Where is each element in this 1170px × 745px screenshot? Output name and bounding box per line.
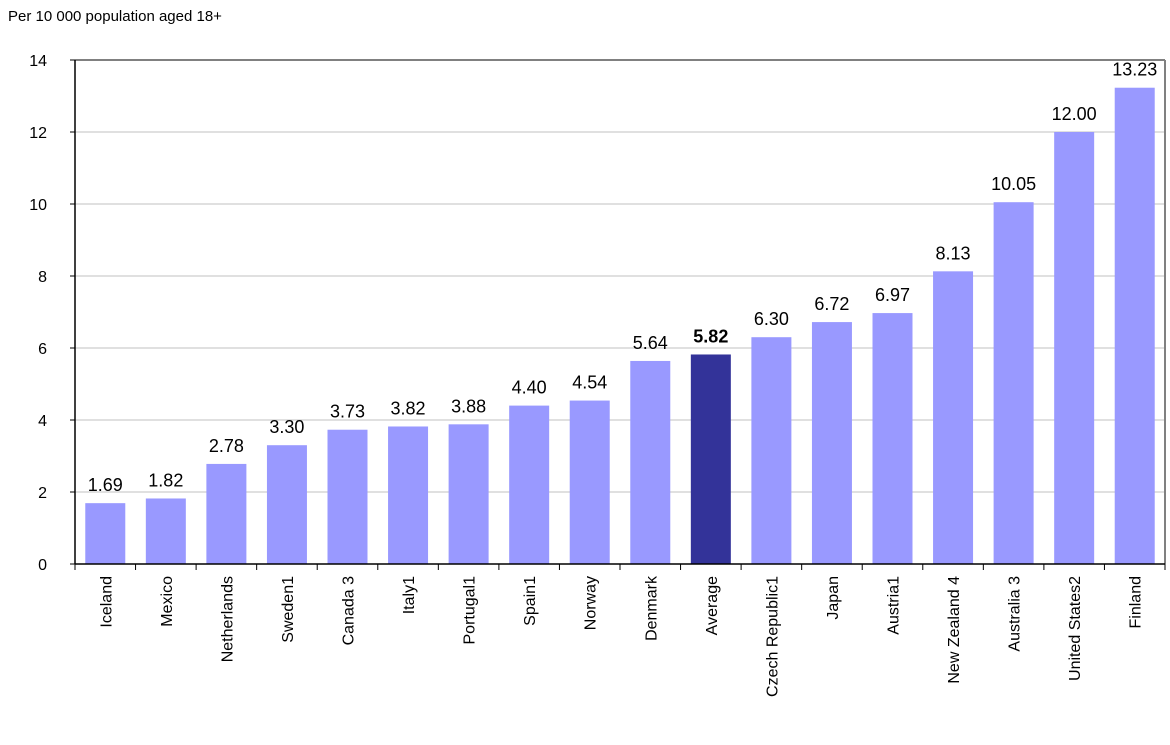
bar-norway — [569, 400, 610, 564]
value-label: 3.88 — [451, 396, 486, 416]
value-label: 12.00 — [1052, 104, 1097, 124]
y-tick-label: 14 — [29, 53, 47, 70]
category-label: Spain1 — [522, 576, 539, 626]
y-tick-label: 10 — [29, 197, 47, 214]
category-label: Netherlands — [219, 576, 236, 662]
category-label: Japan — [825, 576, 842, 620]
value-label: 5.64 — [633, 333, 668, 353]
value-label: 3.30 — [269, 417, 304, 437]
axes — [70, 59, 1166, 570]
value-label: 6.97 — [875, 285, 910, 305]
value-label: 10.05 — [991, 174, 1036, 194]
bar-portugal1 — [448, 424, 489, 564]
category-label: Finland — [1128, 576, 1145, 628]
value-label: 4.40 — [512, 378, 547, 398]
category-label: United States2 — [1067, 576, 1084, 681]
category-label: New Zealand 4 — [946, 576, 963, 684]
y-tick-label: 8 — [38, 269, 47, 286]
category-label: Czech Republic1 — [764, 576, 781, 697]
y-tick-label: 6 — [38, 341, 47, 358]
category-label: Canada 3 — [341, 576, 358, 645]
gridlines — [75, 131, 1165, 493]
bars — [85, 87, 1155, 564]
value-label: 13.23 — [1112, 60, 1157, 80]
bar-austria1 — [872, 313, 913, 564]
bar-iceland — [85, 503, 126, 564]
value-label: 2.78 — [209, 436, 244, 456]
value-label: 1.82 — [148, 470, 183, 490]
y-tick-label: 0 — [38, 557, 47, 574]
bar-australia-3 — [993, 202, 1034, 564]
bar-new-zealand-4 — [933, 271, 974, 564]
labels: 0 2 4 6 8 10 12 14 1.69 Iceland 1.82 Mexico 2.78 Neth… — [29, 53, 1157, 697]
bar-canada-3 — [327, 429, 368, 564]
category-label: Average — [704, 576, 721, 635]
y-tick-label: 2 — [38, 485, 47, 502]
category-label: Iceland — [98, 576, 115, 628]
bar-sweden1 — [266, 445, 307, 564]
bar-netherlands — [206, 463, 247, 564]
category-label: Austria1 — [886, 576, 903, 635]
bar-average — [690, 354, 731, 564]
category-label: Italy1 — [401, 576, 418, 614]
bar-czech-republic1 — [751, 337, 792, 564]
bar-mexico — [145, 498, 186, 564]
value-label: 1.69 — [88, 475, 123, 495]
category-label: Australia 3 — [1007, 576, 1024, 652]
category-label: Norway — [583, 576, 600, 630]
value-label: 8.13 — [936, 243, 971, 263]
value-label: 3.82 — [391, 398, 426, 418]
value-label: 6.72 — [814, 294, 849, 314]
bar-denmark — [630, 360, 671, 564]
bar-united-states2 — [1054, 132, 1095, 564]
category-label: Mexico — [159, 576, 176, 627]
bar-spain1 — [509, 405, 550, 564]
value-label: 6.30 — [754, 309, 789, 329]
category-label: Sweden1 — [280, 576, 297, 643]
value-label: 5.82 — [693, 326, 728, 346]
y-tick-label: 12 — [29, 125, 47, 142]
category-label: Portugal1 — [462, 576, 479, 645]
value-label: 4.54 — [572, 373, 607, 393]
bar-japan — [811, 322, 852, 564]
value-label: 3.73 — [330, 402, 365, 422]
bar-italy1 — [388, 426, 429, 564]
bar-finland — [1114, 87, 1155, 564]
category-label: Denmark — [643, 575, 660, 641]
y-axis-unit-label: Per 10 000 population aged 18+ — [8, 8, 222, 25]
y-tick-label: 4 — [38, 413, 47, 430]
